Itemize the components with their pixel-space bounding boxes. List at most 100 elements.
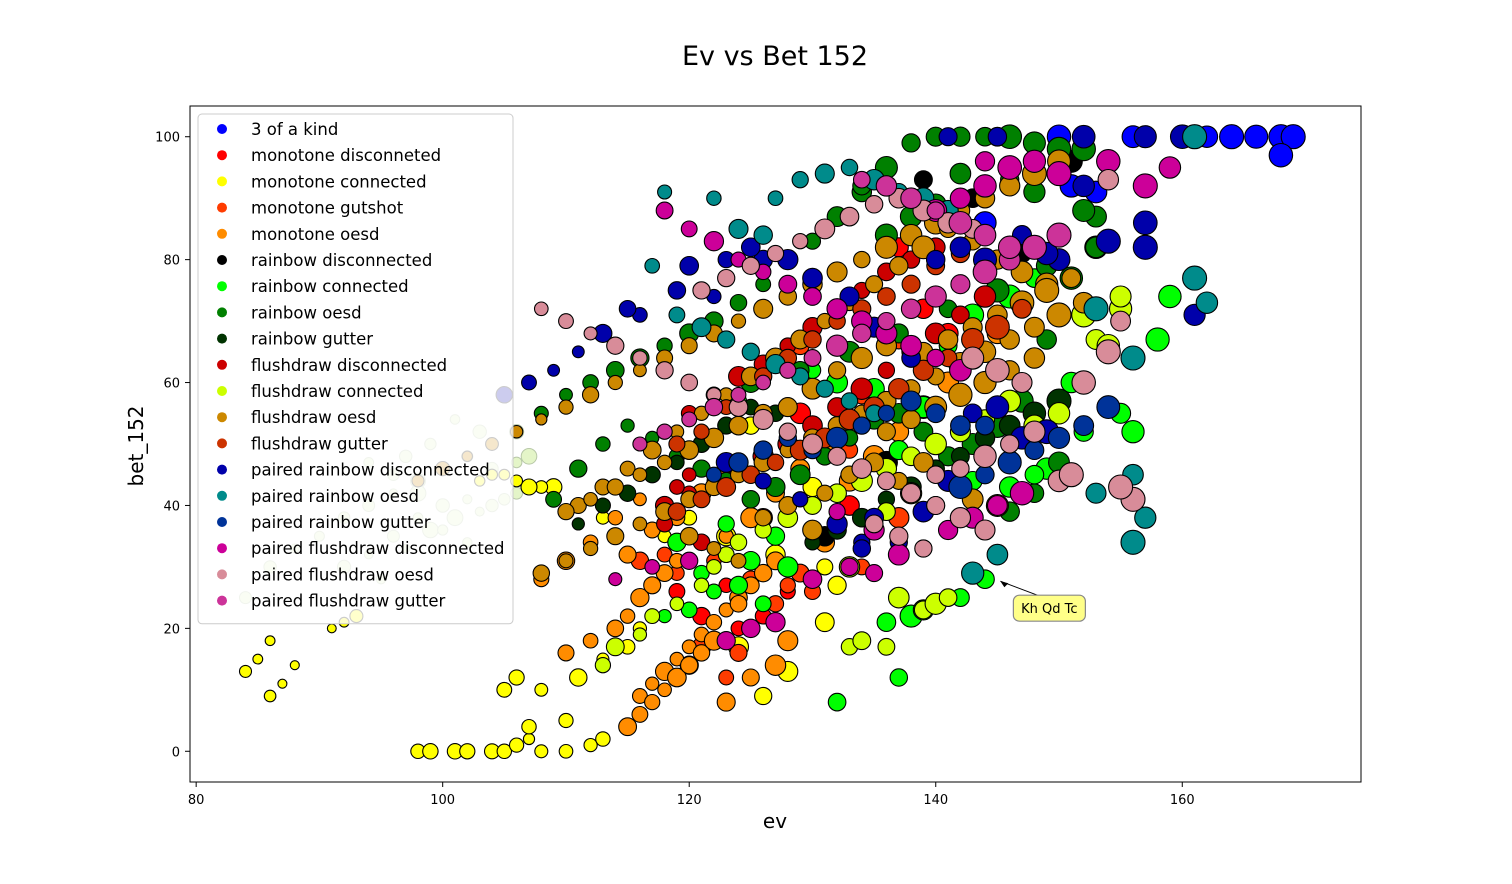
data-point[interactable] — [729, 643, 748, 662]
data-point[interactable] — [973, 223, 997, 247]
data-point[interactable] — [975, 465, 995, 485]
data-point[interactable] — [926, 495, 946, 516]
data-point[interactable] — [263, 689, 277, 703]
data-point[interactable] — [948, 474, 973, 500]
data-point[interactable] — [961, 561, 985, 585]
data-point[interactable] — [937, 329, 959, 350]
data-point[interactable] — [558, 399, 574, 415]
data-point[interactable] — [1268, 142, 1294, 168]
data-point[interactable] — [1021, 234, 1047, 260]
data-point[interactable] — [1024, 440, 1045, 461]
data-point[interactable] — [521, 718, 537, 735]
data-point[interactable] — [532, 564, 551, 582]
data-point[interactable] — [1120, 345, 1146, 371]
data-point[interactable] — [520, 478, 538, 496]
data-point[interactable] — [534, 744, 549, 759]
data-point[interactable] — [583, 737, 598, 753]
data-point[interactable] — [496, 681, 513, 698]
data-point[interactable] — [1071, 124, 1096, 149]
data-point[interactable] — [912, 359, 935, 381]
data-point[interactable] — [753, 440, 773, 460]
data-point[interactable] — [986, 495, 1008, 516]
data-point[interactable] — [852, 323, 872, 344]
data-point[interactable] — [865, 275, 884, 294]
data-point[interactable] — [900, 483, 922, 504]
data-point[interactable] — [875, 175, 898, 197]
data-point[interactable] — [828, 502, 846, 521]
data-point[interactable] — [864, 514, 884, 534]
data-point[interactable] — [729, 293, 748, 312]
data-point[interactable] — [840, 557, 859, 577]
data-point[interactable] — [558, 313, 574, 330]
data-point[interactable] — [741, 256, 760, 275]
data-point[interactable] — [679, 526, 699, 546]
data-point[interactable] — [692, 281, 711, 300]
data-point[interactable] — [657, 682, 672, 698]
data-point[interactable] — [779, 577, 796, 594]
data-point[interactable] — [655, 201, 674, 220]
data-point[interactable] — [595, 731, 611, 747]
data-point[interactable] — [632, 516, 648, 532]
data-point[interactable] — [766, 244, 785, 263]
data-point[interactable] — [950, 415, 971, 436]
data-point[interactable] — [913, 452, 934, 473]
data-point[interactable] — [1132, 210, 1158, 236]
data-point[interactable] — [680, 656, 699, 675]
data-point[interactable] — [728, 452, 749, 473]
data-point[interactable] — [826, 298, 848, 320]
data-point[interactable] — [643, 576, 662, 595]
data-point[interactable] — [703, 231, 725, 252]
data-point[interactable] — [1095, 228, 1121, 254]
data-point[interactable] — [1134, 506, 1157, 529]
data-point[interactable] — [557, 502, 575, 521]
data-point[interactable] — [718, 669, 735, 686]
data-point[interactable] — [508, 737, 525, 753]
data-point[interactable] — [594, 497, 611, 514]
data-point[interactable] — [876, 422, 896, 442]
data-point[interactable] — [754, 686, 773, 706]
data-point[interactable] — [973, 444, 997, 469]
data-point[interactable] — [1071, 370, 1096, 395]
data-point[interactable] — [606, 619, 625, 638]
data-point[interactable] — [949, 187, 972, 209]
data-point[interactable] — [900, 187, 922, 210]
data-point[interactable] — [730, 386, 747, 403]
data-point[interactable] — [986, 543, 1009, 566]
data-point[interactable] — [889, 256, 909, 276]
data-point[interactable] — [607, 509, 624, 526]
data-point[interactable] — [264, 635, 276, 647]
data-point[interactable] — [827, 446, 847, 466]
data-point[interactable] — [728, 575, 749, 595]
data-point[interactable] — [987, 126, 1008, 147]
data-point[interactable] — [741, 618, 761, 639]
data-point[interactable] — [825, 426, 849, 450]
data-point[interactable] — [1012, 298, 1032, 319]
data-point[interactable] — [667, 667, 687, 688]
data-point[interactable] — [1096, 395, 1121, 420]
data-point[interactable] — [571, 345, 585, 359]
data-point[interactable] — [901, 274, 921, 294]
data-point[interactable] — [667, 281, 687, 300]
data-point[interactable] — [558, 743, 574, 759]
data-point[interactable] — [545, 490, 563, 508]
data-point[interactable] — [850, 346, 873, 370]
data-point[interactable] — [840, 158, 859, 177]
data-point[interactable] — [557, 644, 575, 662]
data-point[interactable] — [740, 237, 761, 258]
data-point[interactable] — [1110, 310, 1132, 332]
data-point[interactable] — [1158, 156, 1182, 179]
data-point[interactable] — [1182, 124, 1208, 150]
data-point[interactable] — [656, 423, 673, 440]
data-point[interactable] — [619, 460, 636, 477]
data-point[interactable] — [607, 374, 623, 391]
data-point[interactable] — [951, 305, 970, 325]
data-point[interactable] — [620, 418, 635, 433]
data-point[interactable] — [1108, 474, 1134, 500]
data-point[interactable] — [705, 583, 722, 600]
data-point[interactable] — [974, 519, 996, 541]
data-point[interactable] — [547, 363, 561, 377]
data-point[interactable] — [668, 435, 686, 453]
data-point[interactable] — [705, 613, 723, 631]
data-point[interactable] — [778, 274, 798, 294]
data-point[interactable] — [938, 588, 958, 607]
